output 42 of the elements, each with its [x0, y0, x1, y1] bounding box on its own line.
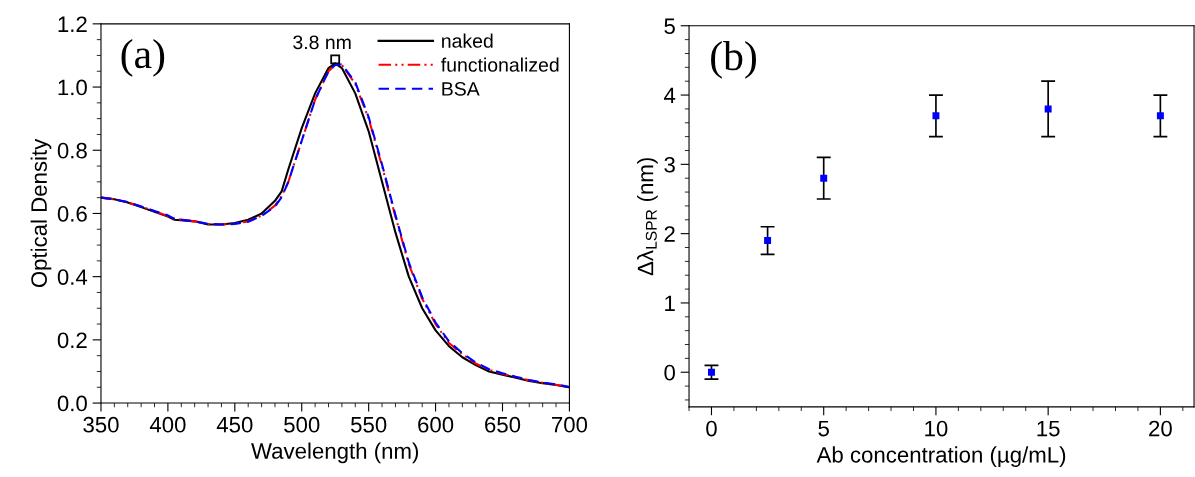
annotation: 3.8 nm: [293, 35, 351, 50]
point: [764, 237, 772, 245]
x-tick-label: 20: [1149, 420, 1172, 437]
x-tick-label: 450: [216, 416, 253, 433]
y-axis-title: Optical Density: [30, 138, 52, 288]
y-tick-label: 0: [664, 364, 675, 381]
x-tick-label: 350: [83, 416, 119, 433]
x-tick-label: 15: [1037, 420, 1060, 437]
y-tick-label: 5: [664, 18, 675, 35]
x-tick-label: 550: [351, 416, 387, 433]
y-tick-label: 0.0: [57, 395, 87, 412]
y-tick-label: 0.8: [57, 142, 87, 159]
y-tick-label: 0.6: [57, 205, 87, 222]
annotation: (b): [711, 41, 756, 79]
x-tick-label: 10: [925, 420, 948, 437]
legend-label: naked: [442, 33, 493, 48]
y-tick-label: 1: [665, 295, 675, 311]
legend-label: BSA: [442, 82, 480, 96]
y-tick-label: 2: [664, 226, 675, 242]
x-tick-label: 0: [706, 420, 717, 437]
x-tick-label: 400: [149, 416, 186, 433]
x-tick-label: 600: [418, 416, 454, 433]
x-tick-label: 700: [552, 416, 588, 433]
x-axis-title: Ab concentration (µg/mL): [816, 446, 1066, 468]
y-tick-label: 3: [664, 156, 675, 173]
x-tick-label: 5: [818, 420, 829, 437]
legend-label: functionalized: [441, 57, 559, 72]
point: [708, 368, 715, 376]
point: [932, 112, 940, 120]
x-tick-label: 500: [284, 416, 320, 433]
annotation: (a): [121, 39, 165, 77]
x-axis-title: Wavelength (nm): [251, 442, 418, 464]
y-tick-label: 0.2: [57, 332, 87, 349]
point: [1156, 112, 1164, 120]
y-axis-title: Δλ$_{LSPR}$ (nm): [637, 158, 658, 276]
point: [820, 174, 828, 182]
y-tick-label: 1.0: [58, 79, 87, 96]
y-tick-label: 1.2: [58, 16, 87, 32]
x-tick-label: 650: [485, 416, 521, 433]
y-tick-label: 4: [664, 87, 676, 104]
point: [1044, 105, 1052, 113]
y-tick-label: 0.4: [57, 269, 88, 285]
